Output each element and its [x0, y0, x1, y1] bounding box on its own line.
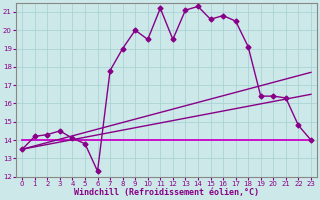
X-axis label: Windchill (Refroidissement éolien,°C): Windchill (Refroidissement éolien,°C)	[74, 188, 259, 197]
